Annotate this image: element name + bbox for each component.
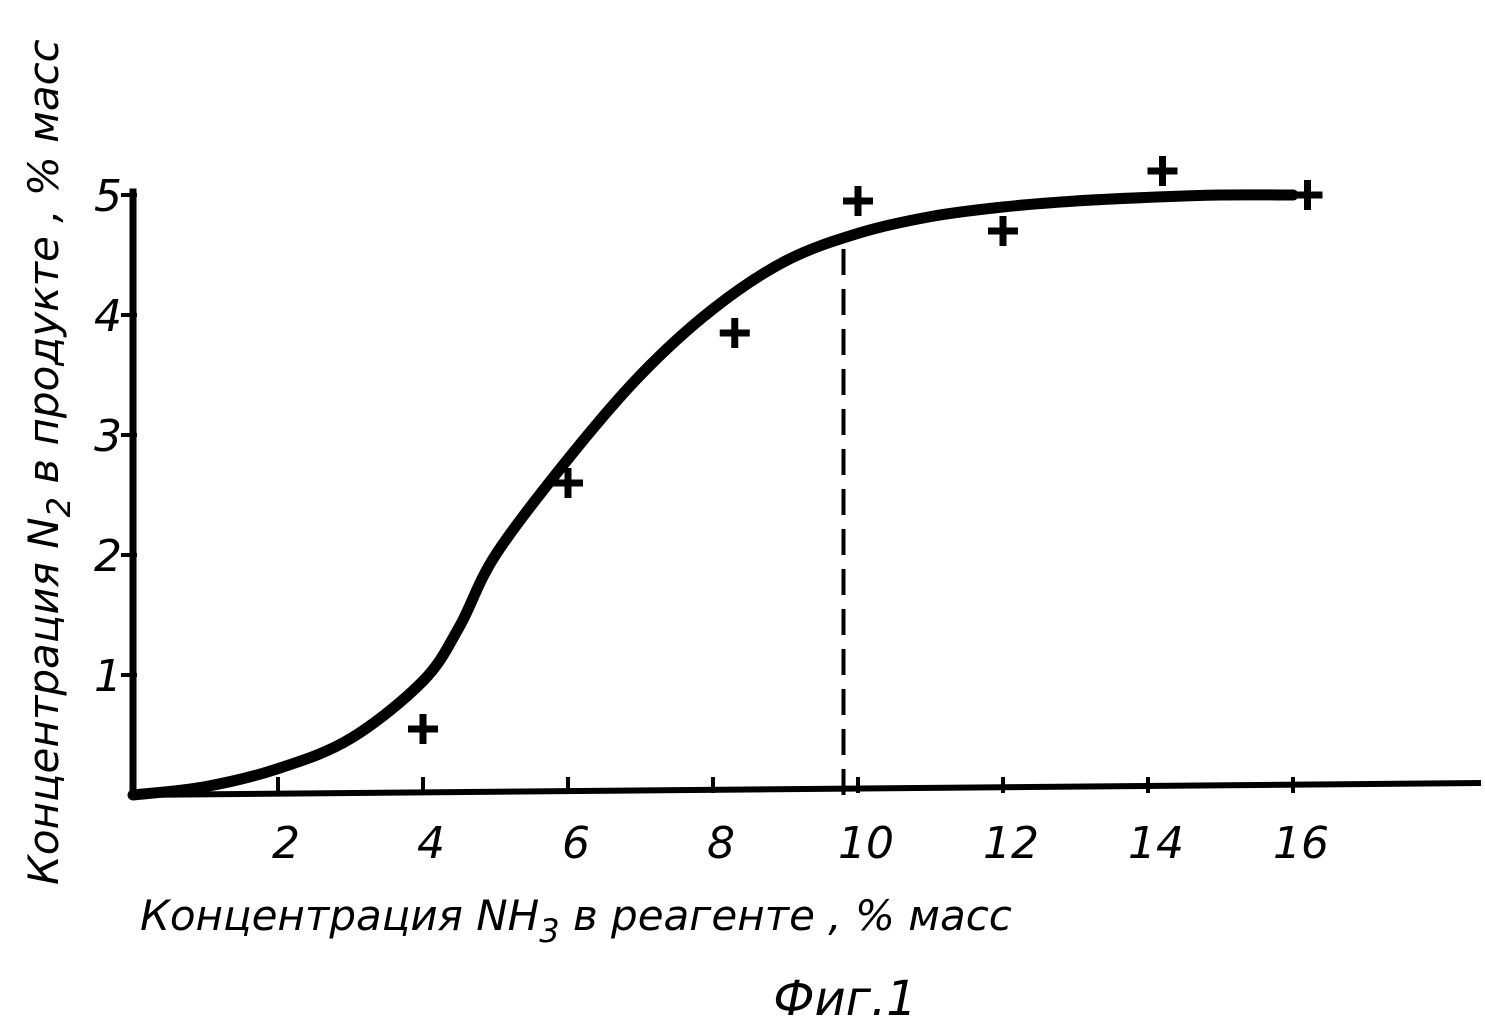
data-point-2 bbox=[719, 318, 750, 348]
data-point-5 bbox=[1147, 156, 1178, 186]
ticks bbox=[121, 193, 1295, 793]
markers bbox=[408, 156, 1323, 744]
y-tick-label-1: 1 bbox=[94, 651, 122, 702]
y-tick-label-3: 3 bbox=[94, 411, 122, 462]
y-tick-label-4: 4 bbox=[94, 291, 122, 342]
y-axis-title: Концентрация N2 в продукте , % масс bbox=[19, 39, 78, 885]
x-axis-title-prefix: Концентрация NH bbox=[140, 891, 539, 940]
x-axis bbox=[129, 779, 1482, 799]
data-point-0 bbox=[408, 714, 438, 744]
x-tick-label-14: 14 bbox=[1128, 818, 1184, 869]
fitted-curve bbox=[127, 189, 1299, 801]
x-tick-label-4: 4 bbox=[417, 818, 445, 869]
axes bbox=[129, 188, 1482, 799]
y-tick-label-2: 2 bbox=[94, 531, 122, 582]
data-point-4 bbox=[988, 216, 1018, 246]
data-point-1 bbox=[553, 468, 583, 498]
x-tick-label-10: 10 bbox=[838, 818, 894, 869]
figure-caption: Фиг.1 bbox=[773, 971, 917, 1027]
x-tick-label-12: 12 bbox=[983, 818, 1039, 869]
series-layer bbox=[127, 189, 1299, 801]
data-point-6 bbox=[1292, 180, 1323, 210]
x-axis-title: Концентрация NH3 в реагенте , % масс bbox=[140, 891, 1012, 950]
x-tick-label-2: 2 bbox=[272, 818, 300, 869]
y-axis-title-suffix: в продукте , % масс bbox=[19, 39, 68, 497]
y-axis-title-prefix: Концентрация N bbox=[19, 517, 68, 885]
x-tick-label-6: 6 bbox=[562, 818, 590, 869]
y-axis-title-subscript: 2 bbox=[40, 497, 78, 517]
x-axis-title-suffix: в реагенте , % масс bbox=[560, 891, 1012, 940]
data-point-3 bbox=[843, 186, 873, 216]
x-tick-label-16: 16 bbox=[1273, 818, 1329, 869]
y-tick-label-5: 5 bbox=[94, 171, 122, 222]
x-tick-label-8: 8 bbox=[707, 818, 735, 869]
x-axis-title-subscript: 3 bbox=[539, 912, 559, 950]
